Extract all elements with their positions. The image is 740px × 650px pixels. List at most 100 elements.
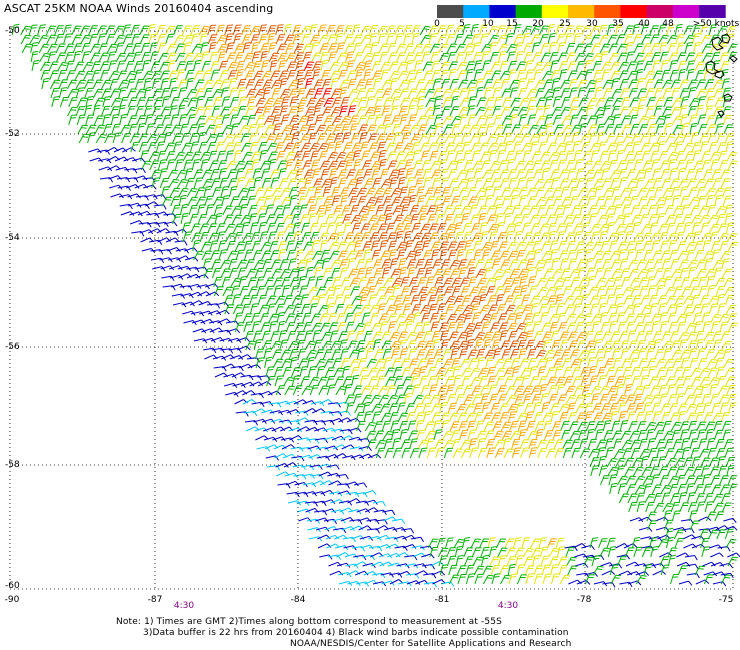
wind-barb: [559, 339, 569, 351]
wind-barb: [212, 96, 223, 108]
wind-barb: [651, 484, 662, 495]
wind-barb: [589, 303, 599, 315]
wind-barb: [591, 320, 600, 333]
wind-barb: [552, 349, 563, 360]
wind-barb: [649, 34, 660, 45]
wind-barb: [532, 321, 541, 333]
wind-barb: [74, 70, 86, 81]
wind-barb: [471, 385, 482, 396]
wind-barb: [706, 275, 715, 288]
wind-barb: [606, 537, 616, 549]
wind-barb: [632, 303, 641, 315]
wind-barb: [479, 33, 489, 45]
wind-barb: [574, 314, 586, 324]
lon-label-87: -87: [147, 595, 163, 605]
wind-barb: [594, 106, 605, 117]
wind-barb: [727, 160, 738, 171]
wind-barb: [470, 303, 480, 315]
wind-barb: [480, 160, 491, 171]
wind-barb: [600, 51, 609, 63]
wind-barb: [527, 196, 537, 207]
wind-barb: [368, 25, 379, 36]
wind-barb: [201, 250, 212, 261]
wind-barb: [476, 195, 486, 207]
wind-barb: [395, 313, 406, 324]
wind-barb: [424, 430, 436, 441]
wind-barb: [417, 286, 429, 297]
wind-barb: [272, 195, 282, 207]
wind-barb: [365, 347, 374, 360]
wind-barb: [517, 420, 527, 432]
wind-barb: [694, 61, 705, 72]
wind-barb: [611, 88, 622, 99]
wind-barb: [486, 447, 496, 459]
wind-barb: [527, 276, 536, 288]
wind-barb: [644, 410, 653, 423]
wind-barb: [394, 33, 403, 45]
wind-barb: [525, 330, 534, 342]
wind-barb: [530, 302, 539, 315]
wind-barb: [505, 150, 515, 162]
wind-barb: [492, 105, 502, 117]
wind-barb: [444, 142, 456, 153]
wind-barb: [258, 24, 268, 36]
wind-barb: [451, 277, 462, 288]
wind-barb: [296, 500, 310, 507]
wind-barb: [634, 484, 646, 495]
wind-barb: [422, 250, 433, 261]
wind-barb: [229, 96, 240, 108]
wind-barb: [705, 115, 716, 126]
wind-barb: [673, 367, 683, 378]
wind-barb: [509, 187, 520, 198]
wind-barb: [201, 70, 212, 81]
wind-barb: [572, 295, 583, 306]
wind-barb: [335, 32, 344, 45]
wind-barb: [312, 250, 323, 261]
wind-barb: [536, 286, 548, 297]
wind-barb: [353, 240, 362, 252]
wind-barb: [448, 574, 460, 585]
wind-barb: [261, 168, 270, 180]
wind-barb: [383, 277, 394, 288]
wind-barb: [462, 223, 472, 234]
wind-barb: [273, 285, 282, 297]
wind-barb: [286, 61, 297, 72]
wind-barb: [498, 51, 507, 63]
wind-barb: [271, 87, 281, 99]
wind-barb: [547, 23, 556, 36]
wind-barb: [699, 214, 710, 225]
wind-barb: [263, 348, 272, 360]
wind-barb: [317, 543, 332, 549]
wind-barb: [227, 169, 237, 180]
wind-barb: [644, 78, 655, 90]
wind-barb: [513, 221, 522, 234]
wind-barb: [535, 196, 547, 207]
wind-barb: [709, 383, 718, 396]
wind-barb: [89, 43, 101, 54]
wind-barb: [399, 186, 408, 198]
wind-barb: [237, 87, 246, 99]
wind-barb: [441, 106, 451, 117]
wind-barb: [233, 33, 242, 45]
wind-barb: [406, 78, 416, 90]
wind-barb: [591, 52, 603, 63]
wind-barb: [636, 340, 646, 351]
wind-barb: [238, 196, 249, 207]
lon-label-90: -90: [4, 595, 20, 605]
wind-barb: [687, 340, 698, 351]
wind-barb: [238, 363, 253, 369]
wind-barb: [283, 23, 292, 36]
wind-barb: [548, 393, 558, 405]
wind-barb: [368, 142, 379, 153]
wind-barb: [662, 420, 672, 432]
wind-barb: [182, 151, 194, 162]
wind-barb: [360, 34, 372, 45]
wind-barb: [447, 555, 457, 567]
wind-barb: [365, 96, 375, 108]
wind-barb: [494, 367, 506, 378]
wind-barb: [454, 385, 464, 396]
wind-barb: [436, 294, 445, 306]
wind-barb: [461, 375, 471, 387]
wind-barb: [693, 52, 704, 63]
wind-barb: [305, 187, 315, 198]
